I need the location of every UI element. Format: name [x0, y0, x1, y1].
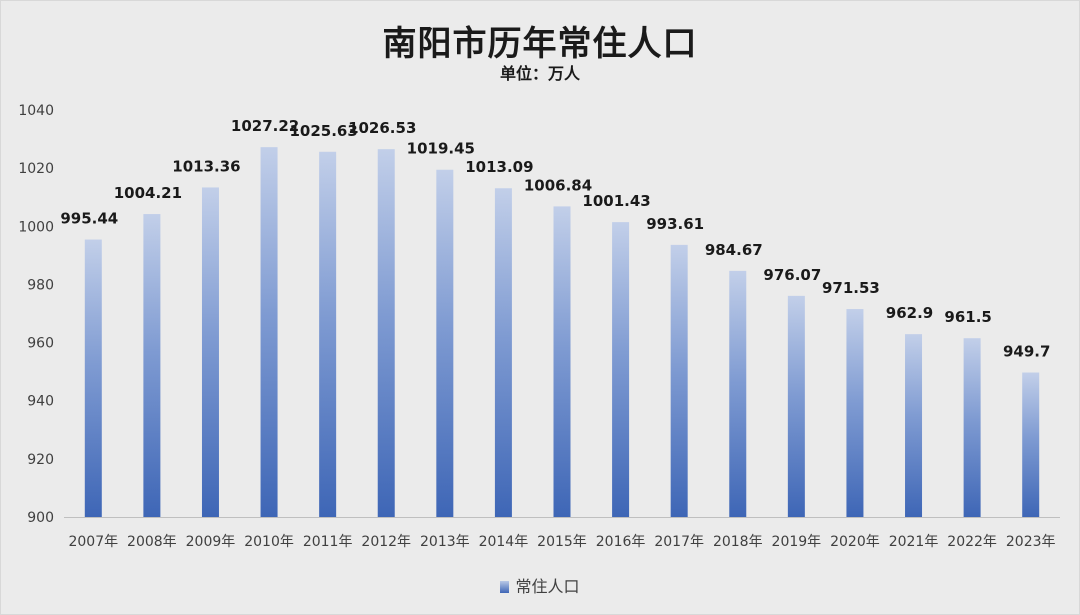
x-tick-label: 2022年 [947, 534, 997, 550]
bar [377, 149, 395, 517]
chart-title: 南阳市历年常住人口 [382, 24, 698, 64]
bar [553, 206, 571, 517]
x-tick-label: 2017年 [654, 534, 704, 550]
bar [84, 239, 102, 517]
data-label: 1006.84 [524, 176, 592, 194]
data-label: 1027.22 [231, 117, 299, 135]
data-labels: 995.44 1004.21 1013.36 1027.221025.631026.5… [60, 117, 1050, 360]
data-label: 1004.21 [114, 184, 182, 202]
y-tick-label: 920 [27, 452, 54, 468]
x-tick-label: 2011年 [303, 534, 353, 550]
y-tick-label: 960 [27, 336, 54, 352]
bar [1022, 372, 1040, 517]
bar [787, 295, 805, 517]
bar [494, 188, 512, 518]
y-tick-label: 1000 [18, 219, 54, 235]
legend-swatch [500, 581, 510, 593]
legend: 常住人口 [0, 573, 1080, 597]
bar [612, 222, 630, 518]
data-label: 961.5 [944, 308, 991, 326]
y-tick-label: 980 [27, 277, 54, 293]
chart-subtitle: 单位：万人 [499, 64, 580, 83]
bar [260, 147, 278, 517]
x-tick-label: 2010年 [244, 534, 294, 550]
data-label: 949.7 [1003, 343, 1050, 361]
data-label: 1001.43 [582, 192, 650, 210]
data-label: 962.9 [886, 304, 933, 322]
bar [436, 169, 454, 517]
x-tick-label: 2019年 [772, 534, 822, 550]
data-label: 976.07 [763, 266, 821, 284]
x-tick-label: 2020年 [830, 534, 880, 550]
x-tick-label: 2008年 [127, 534, 177, 550]
y-tick-label: 1020 [18, 161, 54, 177]
data-label: 1026.53 [348, 119, 416, 137]
legend-label: 常住人口 [515, 577, 580, 596]
x-tick-label: 2012年 [361, 534, 411, 550]
x-tick-label: 2013年 [420, 534, 470, 550]
data-label: 1013.09 [465, 158, 533, 176]
data-label: 1013.36 [172, 157, 240, 175]
data-label: 1025.63 [289, 122, 357, 140]
x-tick-label: 2016年 [596, 534, 646, 550]
x-tick-label: 2014年 [479, 534, 529, 550]
data-label: 993.61 [646, 215, 704, 233]
y-axis: 900 920 940 960 980 1000 1020 1040 [18, 103, 54, 526]
data-label: 1019.45 [407, 140, 475, 158]
x-tick-label: 2021年 [889, 534, 939, 550]
x-tick-label: 2015年 [537, 534, 587, 550]
data-label: 995.44 [60, 210, 118, 228]
x-tick-label: 2018年 [713, 534, 763, 550]
bar [143, 214, 161, 518]
x-axis: 2007年 2008年 2009年 2010年 2011年 2012年 2013年 2014年… [64, 517, 1060, 550]
bar [905, 334, 923, 517]
bar [846, 309, 864, 517]
x-tick-label: 2009年 [186, 534, 236, 550]
bar [963, 338, 981, 517]
bar [319, 151, 337, 518]
y-tick-label: 900 [27, 510, 54, 526]
bar-series [84, 147, 1040, 518]
x-tick-label: 2023年 [1006, 534, 1056, 550]
bar [201, 187, 219, 517]
x-tick-label: 2007年 [68, 534, 118, 550]
y-tick-label: 940 [27, 394, 54, 410]
bar [670, 244, 688, 517]
y-tick-label: 1040 [18, 103, 54, 119]
data-label: 971.53 [822, 279, 880, 297]
data-label: 984.67 [705, 241, 763, 259]
bar [729, 270, 747, 517]
